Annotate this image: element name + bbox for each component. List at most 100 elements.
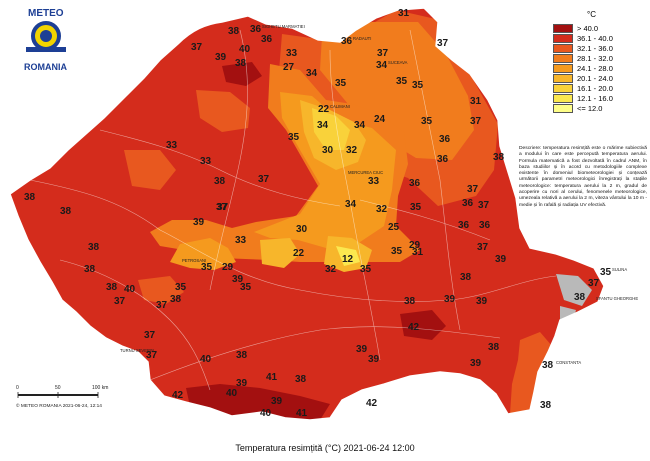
station-value: 39 [356,344,368,355]
scale-label-0: 0 [16,385,19,391]
scale-label-50: 50 [55,385,61,391]
station-value: 35 [421,116,433,127]
station-value: 33 [235,235,247,246]
legend-row: 24.1 - 28.0 [553,64,613,74]
station-value: 22 [293,248,305,259]
logo-bottom-text: ROMANIA [24,62,67,72]
city-label: CONSTANTA [556,360,581,365]
legend-row: 28.1 - 32.0 [553,54,613,64]
station-value: 29 [409,240,421,251]
station-value: 24 [374,114,386,125]
station-value: 40 [200,354,212,365]
station-value: 39 [444,294,456,305]
station-value: 37 [377,48,389,59]
legend-unit: °C [587,10,596,19]
station-value: 38 [88,242,100,253]
station-value: 41 [296,408,308,419]
station-value: 35 [360,264,372,275]
station-value: 36 [341,36,353,47]
station-value: 37 [191,42,203,53]
legend-row: > 40.0 [553,24,613,34]
station-value: 42 [172,390,184,401]
station-value: 36 [458,220,470,231]
station-value: 37 [258,174,270,185]
station-value: 39 [236,378,248,389]
station-value: 38 [460,272,472,283]
station-value: 39 [495,254,507,265]
legend-label: 20.1 - 24.0 [577,74,613,83]
station-value: 34 [317,120,329,131]
station-value: 34 [354,120,366,131]
station-value: 33 [166,140,178,151]
legend-swatch [553,34,573,43]
station-value: 35 [410,202,422,213]
legend-swatch [553,84,573,93]
map-title: Temperatura resimțită (°C) 2021-06-24 12… [235,443,415,453]
city-label: TURNU SEVERIN [120,348,154,353]
legend-swatch [553,94,573,103]
city-label: PETROSANI [182,258,206,263]
station-value: 35 [335,78,347,89]
station-value: 31 [470,96,482,107]
city-label: MERCUREA CIUC [348,170,383,175]
station-value: 38 [236,350,248,361]
station-value: 35 [391,246,403,257]
legend-label: 12.1 - 16.0 [577,94,613,103]
station-value: 41 [266,372,278,383]
legend-row: 32.1 - 36.0 [553,44,613,54]
station-value: 35 [396,76,408,87]
station-value: 42 [408,322,420,333]
station-value: 38 [60,206,72,217]
station-value: 32 [325,264,337,275]
station-value: 37 [437,38,449,49]
station-value: 39 [193,217,205,228]
station-value: 37 [477,242,489,253]
station-value: 31 [398,8,410,19]
station-value: 40 [260,408,272,419]
legend-row: 36.1 - 40.0 [553,34,613,44]
legend-row: 20.1 - 24.0 [553,74,613,84]
station-value: 38 [24,192,36,203]
station-value: 31 [412,247,424,258]
legend-label: 16.1 - 20.0 [577,84,613,93]
station-value: 36 [409,178,421,189]
station-value: 42 [366,398,378,409]
station-value: 38 [493,152,505,163]
scale-bar [17,392,99,398]
legend-swatch [553,64,573,73]
station-value: 37 [146,350,158,361]
legend-label: 36.1 - 40.0 [577,34,613,43]
station-value: 38 [295,374,307,385]
legend-swatch [553,44,573,53]
station-value: 22 [318,104,330,115]
station-value: 39 [271,396,283,407]
city-label: SFANTU GHEORGHE [596,296,638,301]
station-value: 37 [467,184,479,195]
station-value: 33 [200,156,212,167]
station-value: 35 [412,80,424,91]
station-value: 36 [462,198,474,209]
station-value: 37 [588,278,600,289]
station-value: 38 [235,58,247,69]
station-value: 39 [470,358,482,369]
station-value: 40 [226,388,238,399]
station-value: 37 [156,300,168,311]
legend-label: <= 12.0 [577,104,603,113]
station-value: 27 [283,62,295,73]
station-city-label: CALIMANI [330,104,350,109]
meteo-romania-logo: METEO ROMANIA [24,8,67,72]
legend-label: > 40.0 [577,24,599,33]
station-value: 37 [470,116,482,127]
station-value: 12 [342,254,354,265]
station-value: 35 [240,282,252,293]
station-value: 36 [437,154,449,165]
station-value: 38 [540,400,552,411]
description-text: Descriere: temperatura resimțită este o … [519,146,647,208]
station-value: 25 [388,222,400,233]
station-city-label: RADAUTI [353,36,371,41]
station-value: 35 [201,262,213,273]
station-value: 37 [144,330,156,341]
copyright-text: © METEO ROMANIA 2021-06-24, 12:14 [16,404,102,409]
